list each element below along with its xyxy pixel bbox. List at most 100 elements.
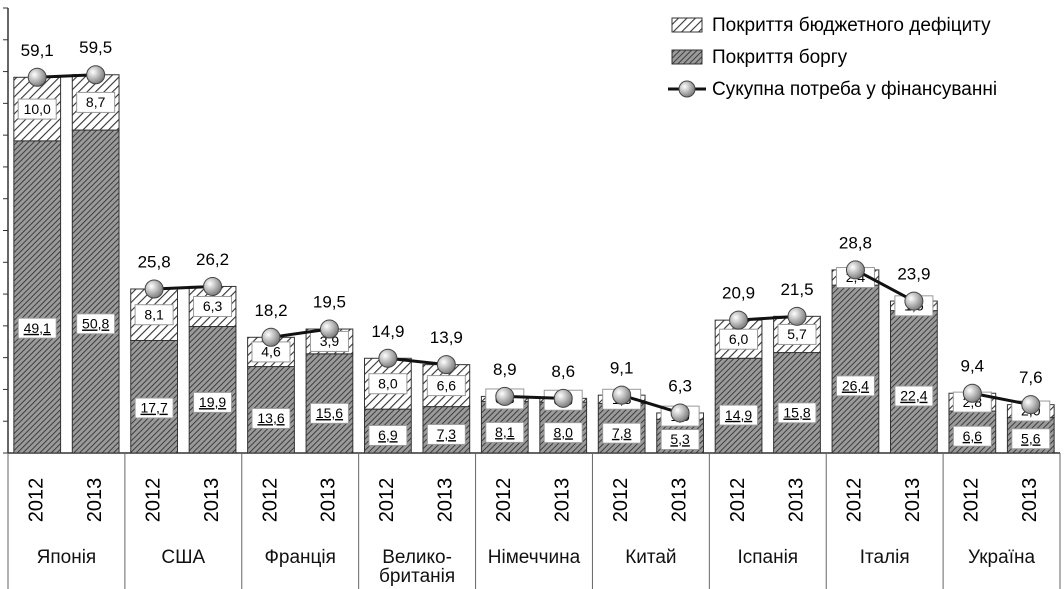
x-tick-label: 2013 bbox=[785, 478, 807, 523]
total-label: 20,9 bbox=[722, 284, 755, 303]
total-label: 9,1 bbox=[610, 359, 634, 378]
total-marker bbox=[27, 67, 47, 87]
value-label: 15,8 bbox=[783, 405, 810, 421]
total-label: 18,2 bbox=[254, 301, 287, 320]
total-marker bbox=[962, 383, 982, 403]
legend-label: Покриття боргу bbox=[712, 47, 848, 68]
label-box bbox=[17, 98, 57, 120]
total-label: 7,6 bbox=[1019, 368, 1043, 387]
x-tick-label: 2013 bbox=[1019, 478, 1041, 523]
value-label: 8,0 bbox=[378, 375, 398, 391]
total-marker bbox=[261, 327, 281, 347]
value-label: 5,7 bbox=[787, 326, 807, 342]
label-box bbox=[368, 424, 408, 446]
x-tick-label: 2013 bbox=[201, 478, 223, 523]
label-box bbox=[193, 295, 233, 317]
label-box bbox=[368, 373, 408, 395]
label-box bbox=[952, 425, 992, 447]
value-label: 6,6 bbox=[963, 428, 983, 444]
total-marker bbox=[86, 65, 106, 85]
total-line bbox=[37, 73, 96, 79]
label-box bbox=[426, 423, 466, 445]
total-marker bbox=[553, 388, 573, 408]
value-label: 15,6 bbox=[316, 405, 343, 421]
x-tick-label: 2013 bbox=[318, 478, 340, 523]
label-box bbox=[193, 391, 233, 413]
total-line bbox=[154, 284, 213, 291]
total-line bbox=[504, 394, 564, 400]
value-label: 7,3 bbox=[437, 426, 457, 442]
x-tick-label: 2012 bbox=[610, 478, 632, 523]
x-tick-label: 2012 bbox=[961, 478, 983, 523]
total-marker bbox=[1021, 395, 1041, 415]
total-marker bbox=[144, 279, 164, 299]
legend-marker bbox=[678, 80, 696, 98]
x-tick-label: 2012 bbox=[26, 478, 48, 523]
x-tick-label: 2012 bbox=[259, 478, 281, 523]
total-line bbox=[270, 327, 330, 339]
label-box bbox=[719, 404, 759, 426]
value-label: 49,1 bbox=[24, 320, 51, 336]
total-marker bbox=[319, 319, 339, 339]
value-label: 5,6 bbox=[1021, 430, 1041, 446]
label-box bbox=[1011, 428, 1051, 450]
value-label: 26,4 bbox=[842, 378, 869, 394]
x-tick-label: 2013 bbox=[84, 478, 106, 523]
value-label: 50,8 bbox=[82, 316, 109, 332]
total-marker bbox=[495, 386, 515, 406]
total-label: 59,1 bbox=[21, 41, 54, 60]
total-line bbox=[621, 393, 681, 415]
value-label: 6,9 bbox=[378, 427, 398, 443]
bar-segment bbox=[71, 129, 120, 454]
total-line bbox=[738, 314, 798, 322]
label-box bbox=[894, 385, 934, 407]
label-box bbox=[543, 422, 583, 444]
group-label: Китай bbox=[625, 547, 677, 568]
bar-segment bbox=[188, 325, 237, 454]
total-label: 13,9 bbox=[430, 328, 463, 347]
value-label: 19,9 bbox=[199, 394, 226, 410]
total-label: 6,3 bbox=[668, 376, 692, 395]
x-tick-label: 2012 bbox=[727, 478, 749, 523]
x-tick-label: 2013 bbox=[552, 478, 574, 523]
total-label: 59,5 bbox=[79, 38, 112, 57]
total-label: 14,9 bbox=[371, 322, 404, 341]
x-tick-label: 2013 bbox=[668, 478, 690, 523]
label-box bbox=[134, 304, 174, 326]
total-label: 25,8 bbox=[138, 252, 171, 271]
label-box bbox=[134, 397, 174, 419]
value-label: 8,7 bbox=[86, 94, 106, 110]
label-box bbox=[76, 91, 116, 113]
label-box bbox=[602, 422, 642, 444]
x-tick-label: 2012 bbox=[142, 478, 164, 523]
group-label: Іспанія bbox=[737, 547, 799, 568]
label-box bbox=[660, 429, 700, 451]
value-label: 6,3 bbox=[203, 298, 223, 314]
group-label: Велико- британія bbox=[379, 547, 456, 587]
x-tick-label: 2013 bbox=[435, 478, 457, 523]
label-box bbox=[76, 313, 116, 335]
value-label: 7,8 bbox=[612, 425, 632, 441]
legend-label: Сукупна потреба у фінансуванні bbox=[712, 79, 997, 100]
value-label: 17,7 bbox=[140, 400, 167, 416]
x-tick-label: 2012 bbox=[493, 478, 515, 523]
total-marker bbox=[729, 310, 749, 330]
value-label: 4,6 bbox=[261, 344, 281, 360]
x-tick-label: 2012 bbox=[844, 478, 866, 523]
group-label: Італія bbox=[859, 547, 910, 568]
bar-segment bbox=[13, 140, 62, 454]
value-label: 22,4 bbox=[900, 388, 927, 404]
group-label: Японія bbox=[36, 547, 97, 568]
value-label: 13,6 bbox=[257, 410, 284, 426]
label-box bbox=[777, 402, 817, 424]
group-label: Франція bbox=[264, 547, 336, 568]
total-line bbox=[387, 356, 447, 367]
total-label: 8,9 bbox=[493, 360, 517, 379]
value-label: 14,9 bbox=[725, 407, 752, 423]
group-label: Німеччина bbox=[487, 547, 581, 568]
label-box bbox=[835, 375, 875, 397]
group-label: США bbox=[161, 547, 206, 568]
